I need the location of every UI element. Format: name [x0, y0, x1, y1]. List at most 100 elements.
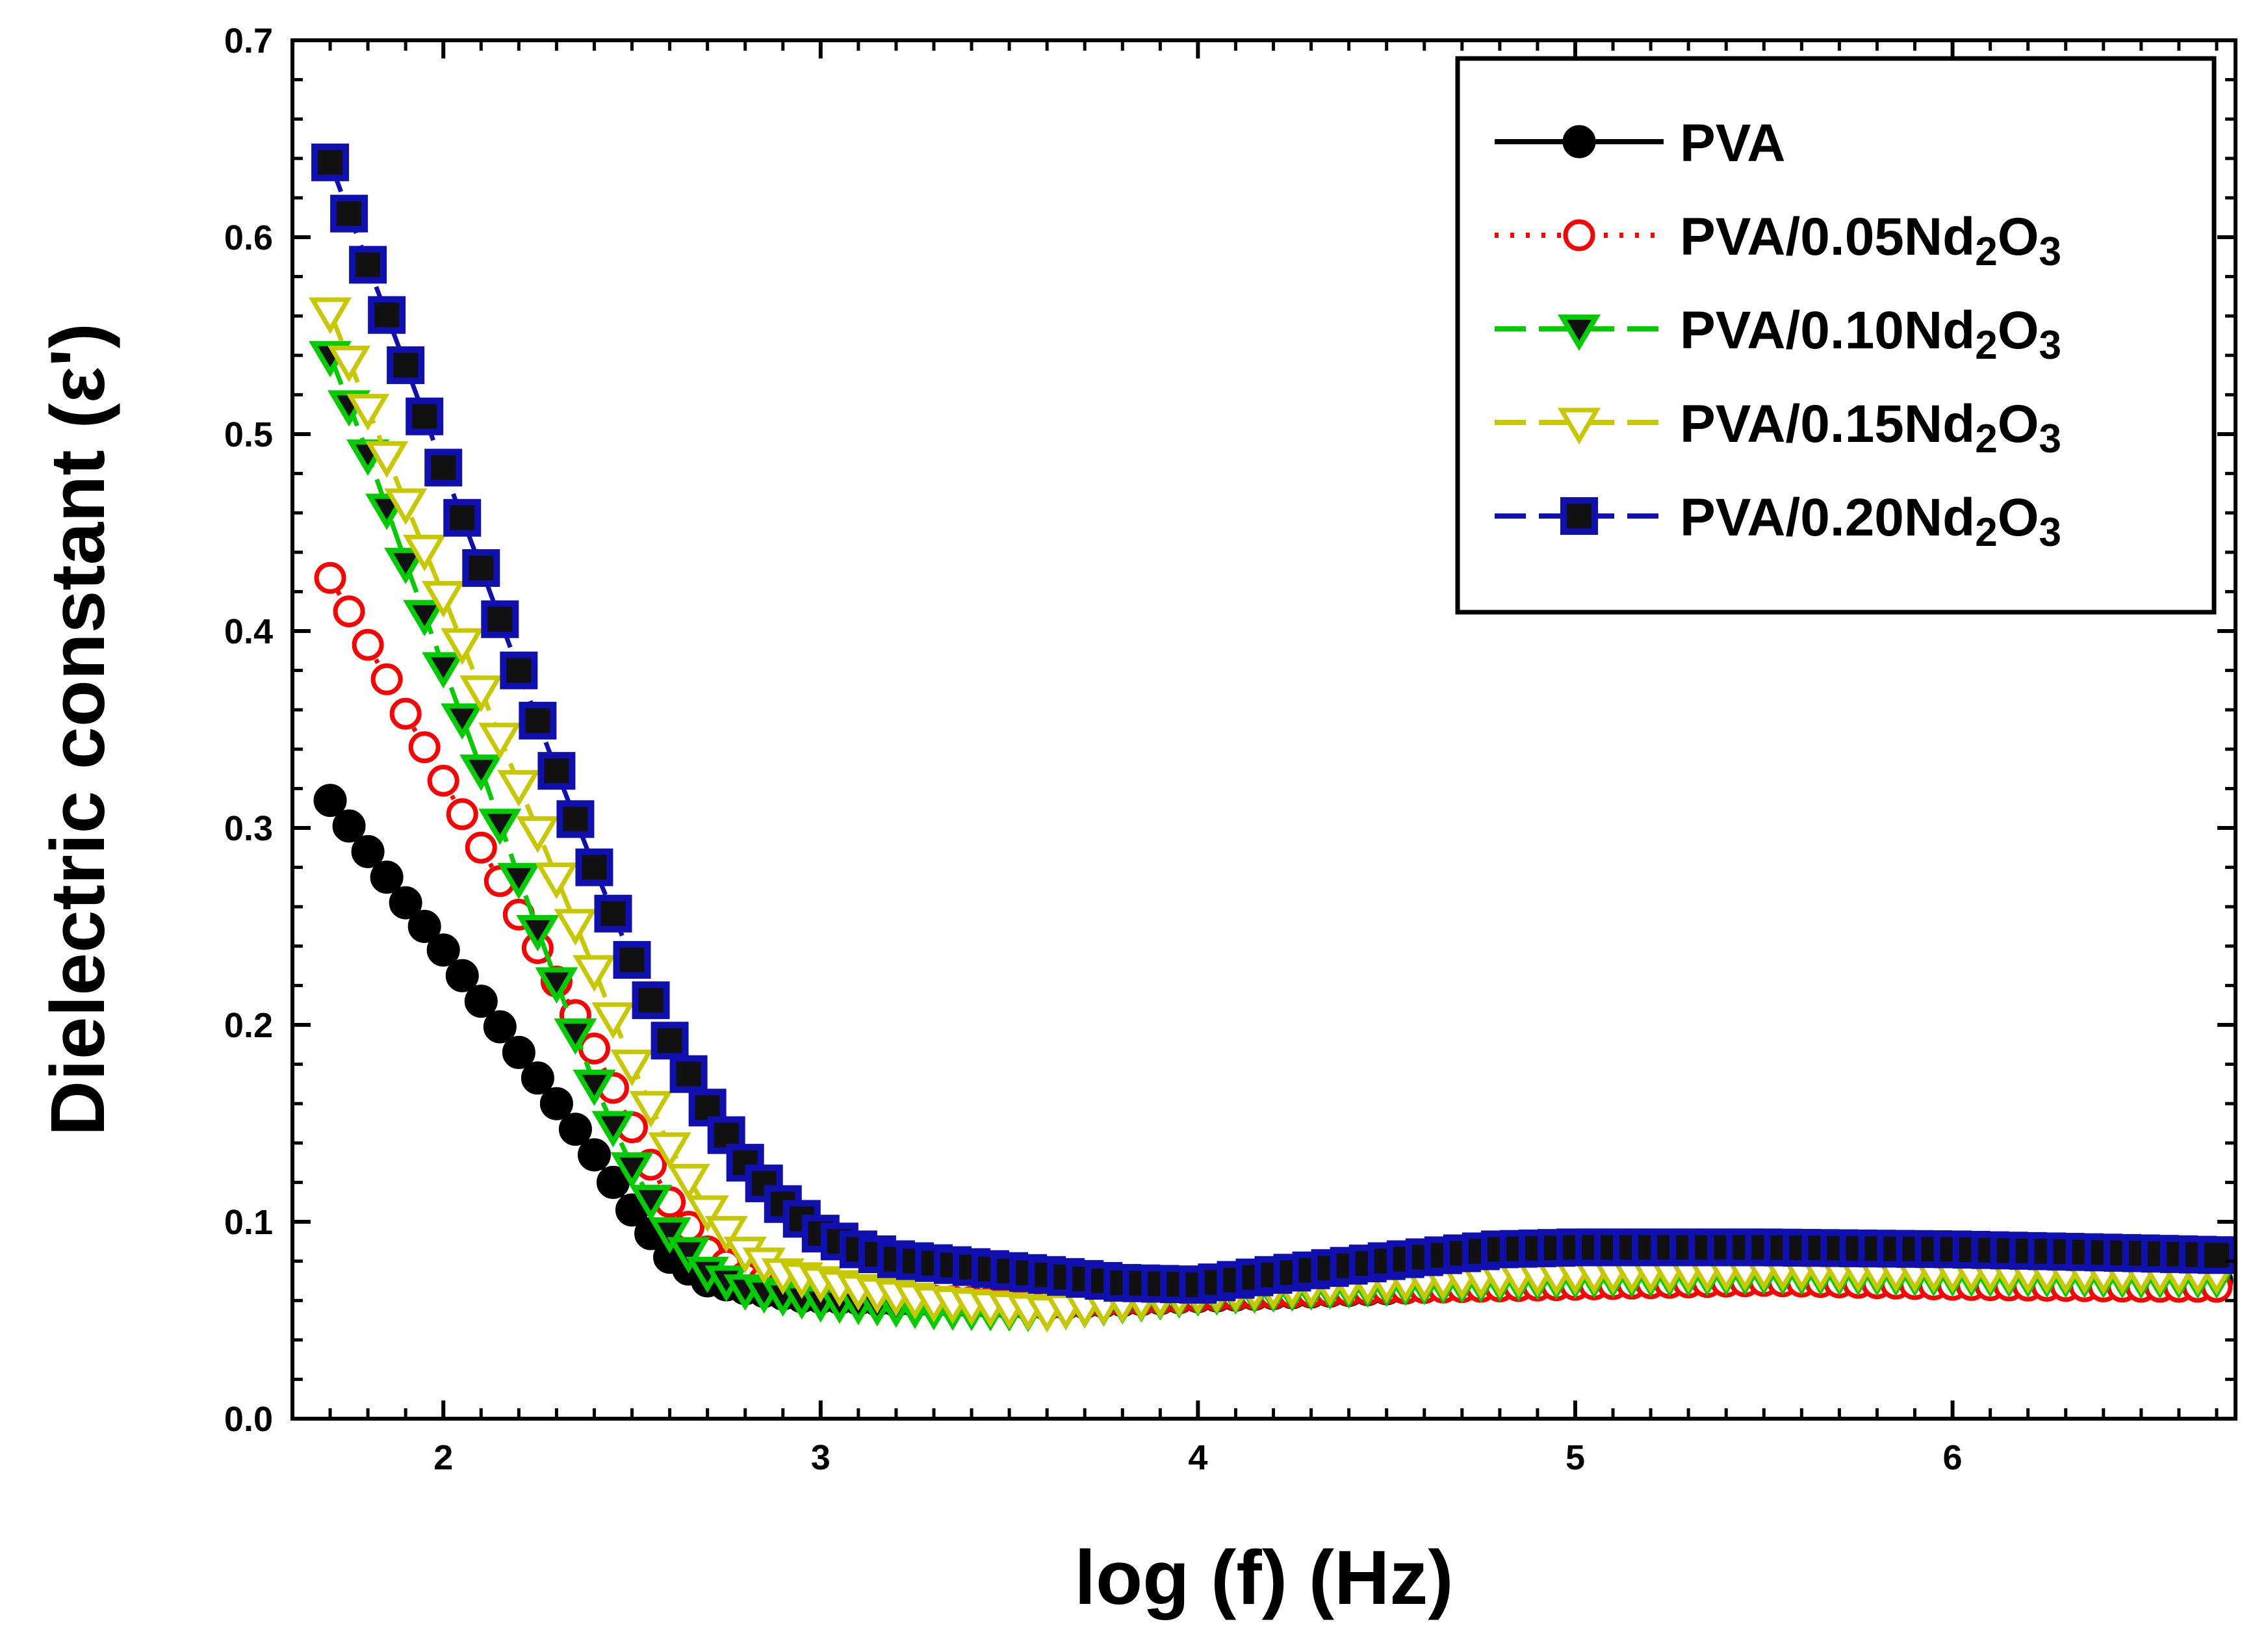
- legend-label-tail: O: [1998, 488, 2039, 547]
- data-point: [481, 600, 519, 638]
- data-point: [594, 894, 632, 933]
- legend-marker: [1560, 497, 1598, 535]
- data-point: [462, 549, 500, 587]
- legend-label-tail: O: [1998, 394, 2039, 454]
- data-point: [465, 831, 497, 864]
- data-point: [516, 915, 560, 951]
- data-point: [613, 941, 651, 979]
- data-point: [648, 1132, 691, 1169]
- data-point: [422, 652, 465, 689]
- data-point: [446, 798, 478, 831]
- legend-item: PVA/0.05Nd2O3: [1495, 207, 2061, 274]
- legend-label-subscript: 3: [2039, 510, 2061, 555]
- legend-item: PVA/0.20Nd2O3: [1495, 488, 2061, 555]
- legend-label: PVA/0.15Nd2O3: [1680, 394, 2061, 461]
- data-point: [313, 784, 347, 818]
- data-point: [629, 1091, 673, 1128]
- legend-label: PVA: [1680, 114, 1786, 173]
- data-point: [539, 1087, 573, 1120]
- data-point: [537, 752, 576, 790]
- data-point: [686, 1195, 729, 1232]
- data-point: [384, 547, 428, 584]
- legend-marker: [1557, 407, 1601, 445]
- data-point: [610, 1050, 654, 1087]
- plot-frame: [290, 38, 2237, 1421]
- data-point: [389, 697, 422, 730]
- data-point: [403, 534, 446, 572]
- data-point: [332, 809, 366, 843]
- legend-marker: [1562, 125, 1596, 159]
- data-point: [535, 862, 578, 899]
- data-point: [407, 910, 441, 943]
- data-point: [519, 701, 557, 740]
- data-point: [406, 397, 444, 435]
- data-point: [314, 561, 346, 594]
- legend-label: PVA/0.05Nd2O3: [1680, 207, 2061, 274]
- data-point: [648, 1217, 691, 1254]
- data-point: [459, 755, 503, 791]
- legend-label-subscript: 2: [1975, 417, 1997, 461]
- data-point: [445, 959, 479, 992]
- data-point: [441, 628, 484, 665]
- data-point: [330, 194, 368, 233]
- data-point: [632, 981, 670, 1020]
- data-point: [483, 1010, 517, 1044]
- legend-label-tail: O: [1998, 207, 2039, 266]
- legend: PVA PVA/0.05Nd2O3 PVA/0.10Nd2O3 PVA/0.15Nd2…: [1455, 56, 2217, 615]
- x-tick-label: 5: [1566, 1438, 1585, 1477]
- legend-label-base: PVA: [1680, 114, 1786, 173]
- data-point: [577, 1138, 611, 1172]
- data-point: [441, 703, 484, 740]
- y-tick-label: 0.0: [224, 1400, 273, 1439]
- data-point: [669, 1055, 708, 1093]
- data-point: [667, 1163, 710, 1201]
- y-tick-label: 0.7: [224, 21, 273, 60]
- data-point: [478, 808, 522, 845]
- data-point: [591, 1002, 635, 1039]
- data-point: [651, 1022, 689, 1060]
- legend-item: PVA/0.15Nd2O3: [1495, 394, 2061, 461]
- data-point: [387, 346, 425, 384]
- x-tick-label: 6: [1943, 1438, 1963, 1477]
- data-point: [352, 628, 384, 661]
- legend-item: PVA: [1495, 114, 1786, 173]
- legend-label-base: PVA/0.20Nd: [1680, 488, 1975, 547]
- y-tick-label: 0.1: [224, 1203, 273, 1242]
- legend-label-subscript: 3: [2039, 323, 2061, 368]
- data-point: [591, 1111, 635, 1148]
- series-4: [311, 143, 2236, 1304]
- data-point: [308, 297, 352, 335]
- data-point: [443, 498, 482, 537]
- legend-label-base: PVA/0.15Nd: [1680, 394, 1975, 454]
- x-axis-title: log (f) (Hz): [1074, 1535, 1453, 1621]
- data-point: [688, 1089, 727, 1127]
- legend-marker: [1563, 219, 1595, 252]
- data-point: [502, 1035, 535, 1069]
- data-point: [368, 296, 406, 334]
- data-point: [408, 731, 441, 764]
- data-point: [575, 848, 613, 886]
- data-point: [497, 769, 541, 807]
- data-point: [370, 860, 404, 894]
- data-point: [704, 1216, 748, 1253]
- data-point: [516, 816, 560, 853]
- data-point: [349, 246, 387, 284]
- data-point: [351, 834, 385, 868]
- data-point: [384, 488, 428, 525]
- data-point: [478, 723, 522, 760]
- data-point: [707, 1116, 745, 1154]
- legend-label-tail: O: [1998, 301, 2039, 360]
- data-point: [311, 143, 350, 181]
- data-point: [427, 764, 459, 797]
- data-point: [556, 800, 595, 838]
- y-tick-label: 0.6: [224, 218, 273, 257]
- legend-label: PVA/0.20Nd2O3: [1680, 488, 2061, 555]
- data-point: [500, 651, 538, 690]
- series-layer: [308, 143, 2239, 1333]
- data-point: [610, 1152, 654, 1189]
- y-tick-label: 0.2: [224, 1006, 273, 1045]
- data-point: [2197, 1236, 2236, 1274]
- legend-item: PVA/0.10Nd2O3: [1495, 301, 2061, 368]
- data-point: [629, 1185, 673, 1222]
